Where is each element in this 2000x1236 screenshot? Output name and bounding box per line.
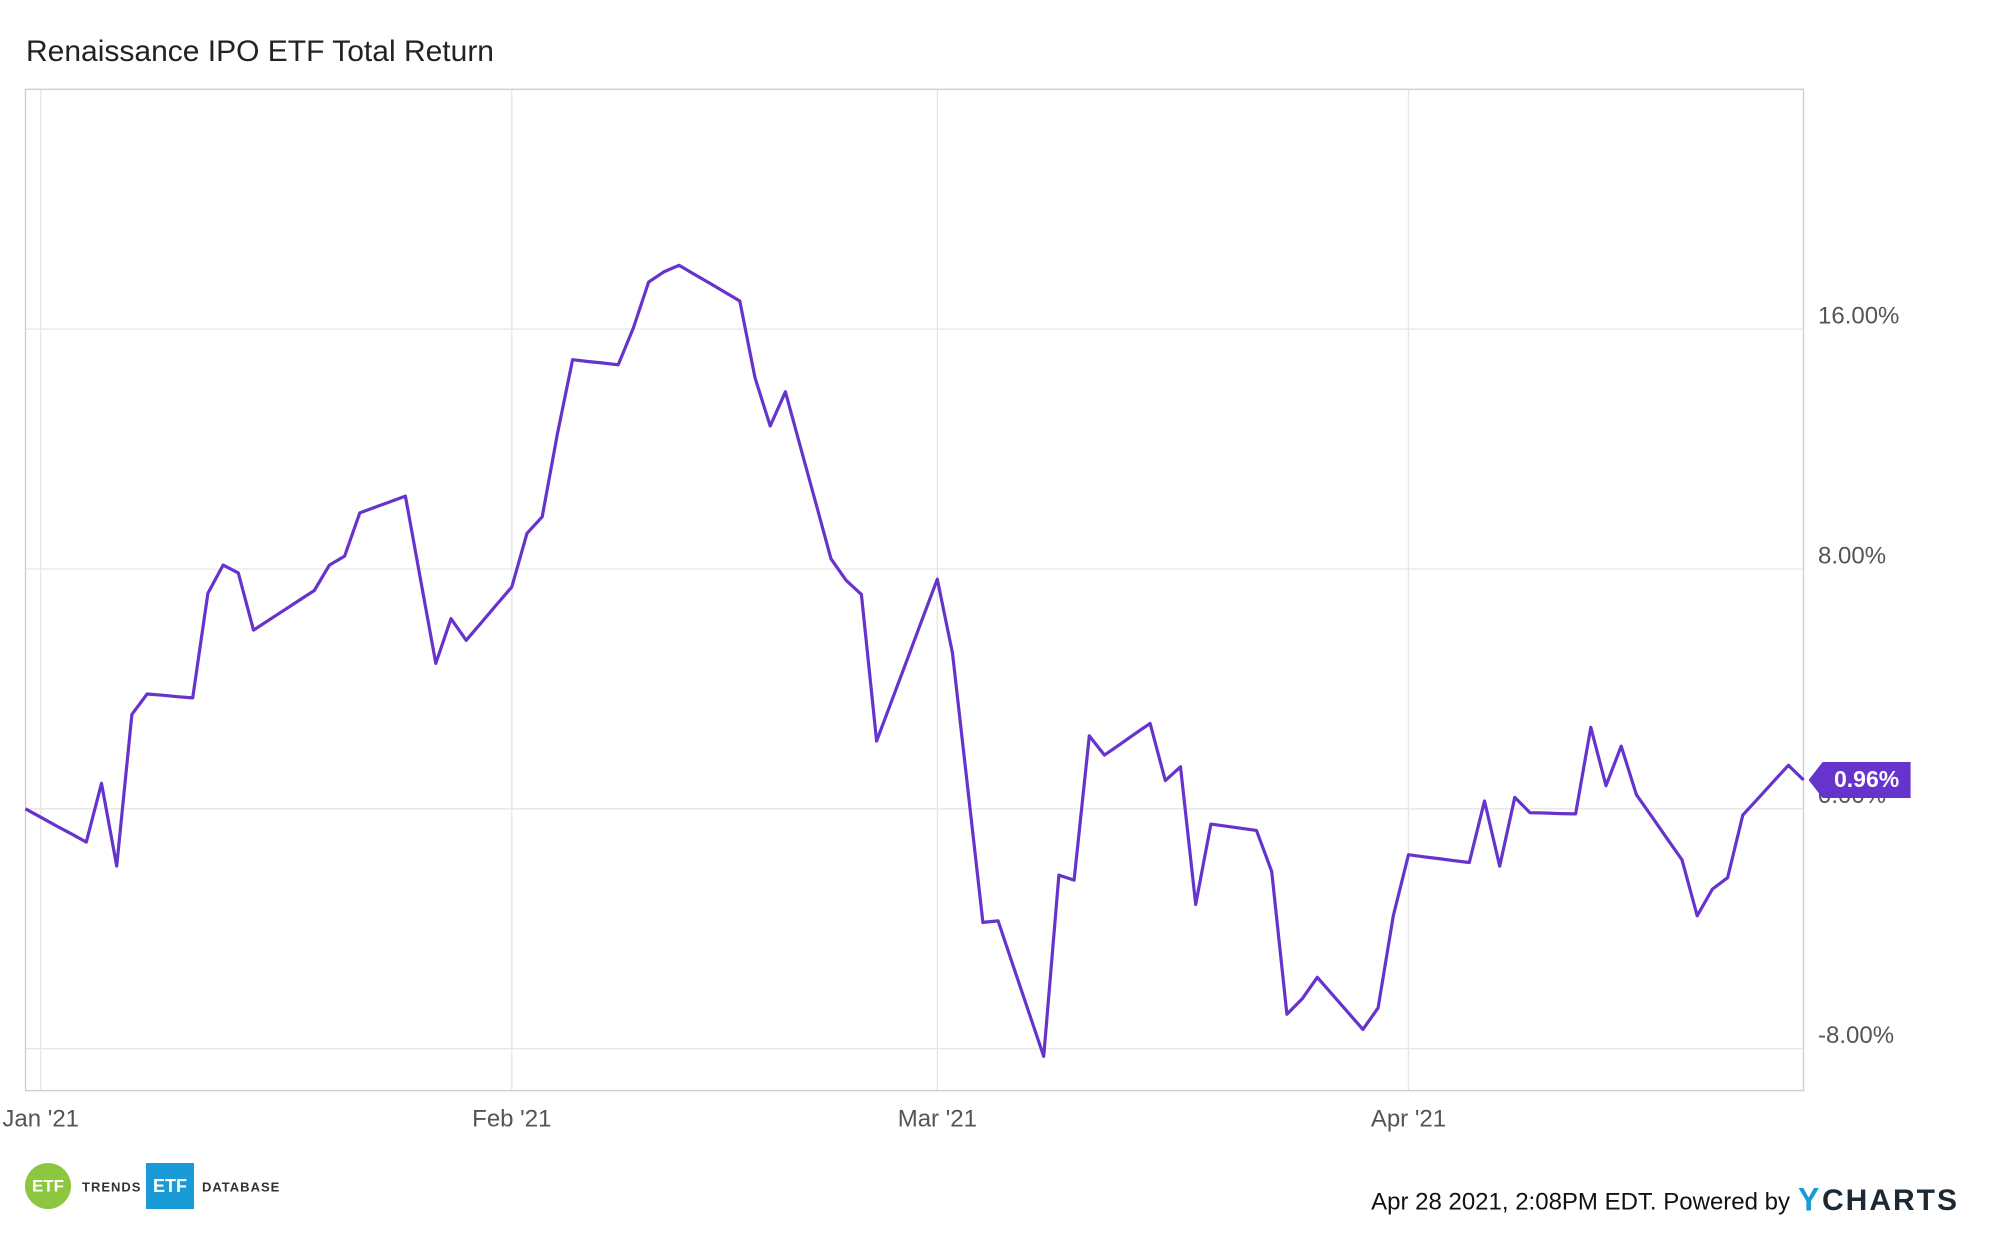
plot-frame: [24, 88, 1805, 1092]
y-tick-label: -8.00%: [1818, 1022, 1894, 1049]
logo-mark: ETF: [153, 1176, 187, 1196]
x-tick-label: Jan '21: [2, 1105, 79, 1132]
y-tick-label: 8.00%: [1818, 542, 1886, 569]
brand-mark: Y: [1798, 1181, 1819, 1217]
logo-badge: [25, 1163, 71, 1209]
value-tag: [1808, 762, 1911, 799]
logo-name: TRENDS: [82, 1179, 141, 1194]
logo-badge: [146, 1163, 194, 1209]
value-label: 0.96%: [1834, 766, 1899, 792]
data-line: [24, 263, 1805, 1058]
footer-timestamp: Apr 28 2021, 2:08PM EDT. Powered by: [1371, 1188, 1790, 1215]
chart-title: Renaissance IPO ETF Total Return: [26, 35, 494, 68]
x-tick-label: Feb '21: [472, 1105, 551, 1132]
y-tick-label: 16.00%: [1818, 302, 1899, 329]
logo-mark: ETF: [32, 1176, 64, 1195]
x-tick-label: Apr '21: [1371, 1105, 1446, 1132]
brand-name: CHARTS: [1822, 1184, 1959, 1217]
logo-name: DATABASE: [202, 1179, 280, 1194]
footer-logos: ETF TRENDS ETF DATABASE: [25, 1163, 280, 1209]
x-tick-label: Mar '21: [898, 1105, 977, 1132]
